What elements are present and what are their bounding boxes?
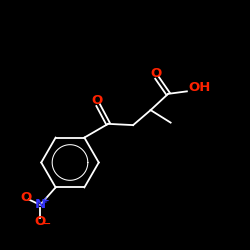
Text: O: O: [34, 215, 46, 228]
Text: N: N: [34, 198, 46, 211]
Text: O: O: [91, 94, 102, 107]
Text: OH: OH: [188, 81, 210, 94]
Text: +: +: [42, 196, 50, 205]
Text: −: −: [40, 218, 51, 232]
Text: O: O: [20, 192, 31, 204]
Text: O: O: [150, 66, 161, 80]
